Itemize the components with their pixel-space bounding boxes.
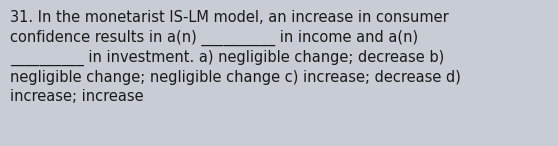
Text: 31. In the monetarist IS-LM model, an increase in consumer
confidence results in: 31. In the monetarist IS-LM model, an in… — [10, 10, 461, 104]
